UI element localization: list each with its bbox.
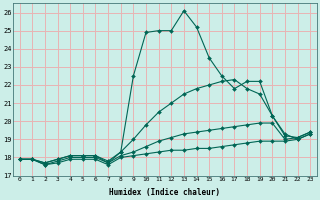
X-axis label: Humidex (Indice chaleur): Humidex (Indice chaleur): [109, 188, 220, 197]
